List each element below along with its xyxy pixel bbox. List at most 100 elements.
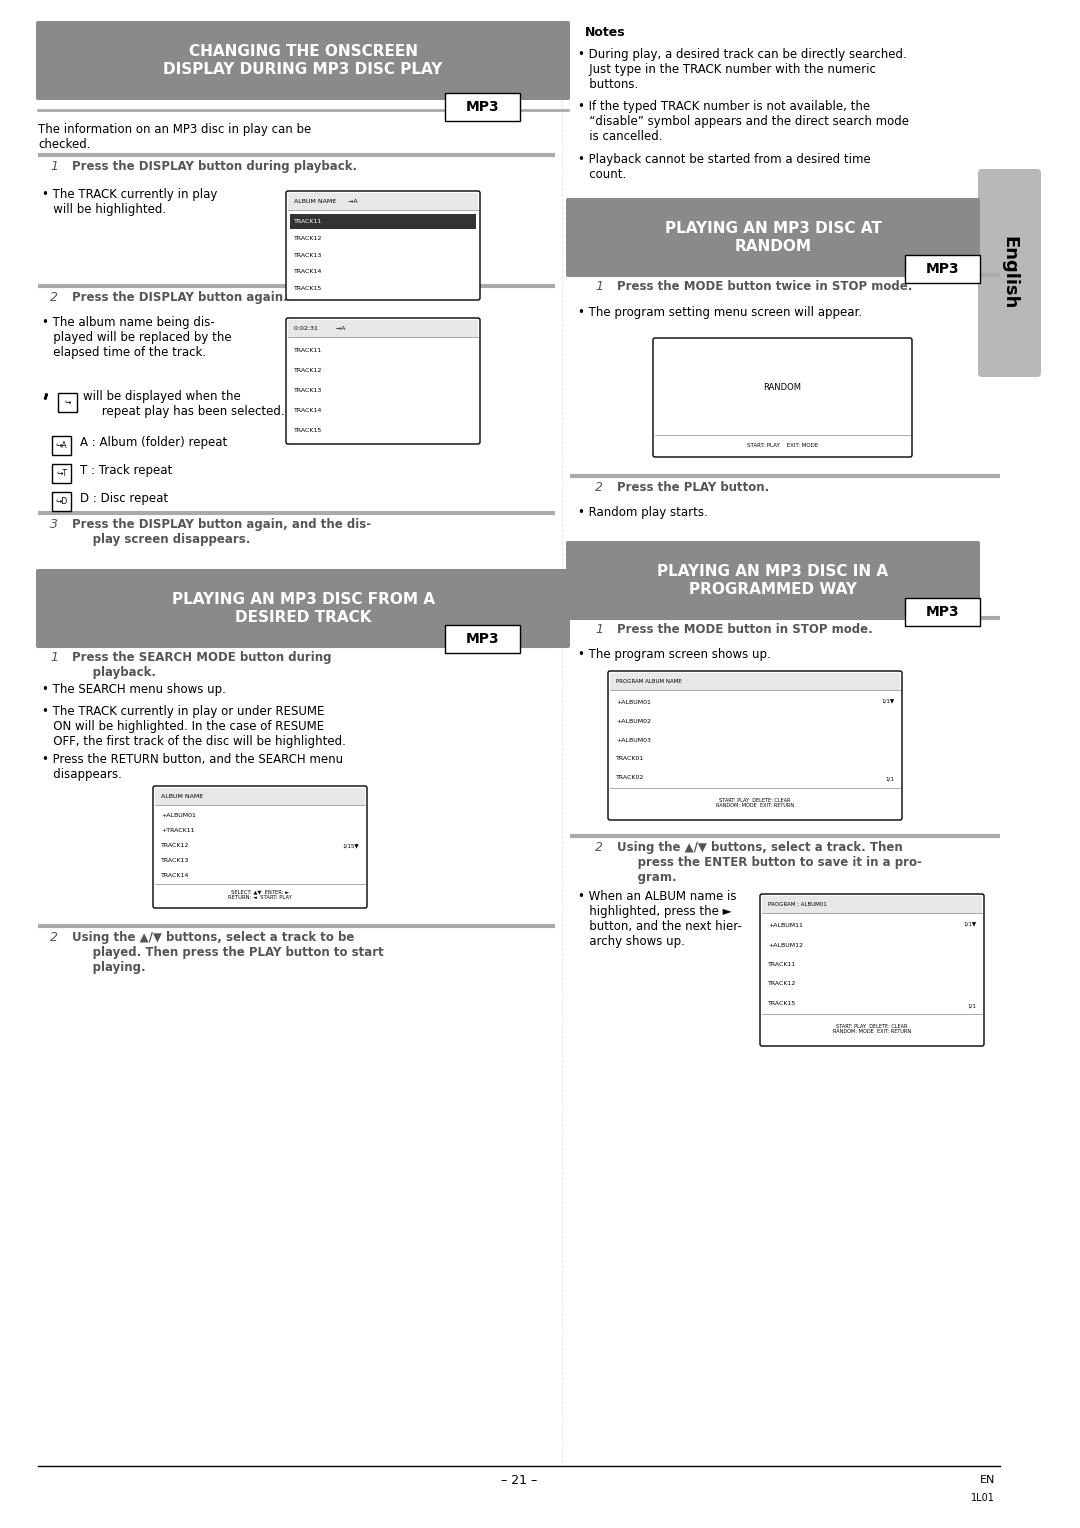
Text: Press the PLAY button.: Press the PLAY button. (617, 481, 769, 494)
Text: – 21 –: – 21 – (501, 1473, 537, 1487)
Text: TRACK11: TRACK11 (294, 347, 322, 353)
Text: English: English (1000, 237, 1018, 310)
Text: will be displayed when the
     repeat play has been selected.: will be displayed when the repeat play h… (83, 390, 285, 419)
Text: PROGRAM : ALBUM01: PROGRAM : ALBUM01 (768, 902, 827, 908)
Text: • If the typed TRACK number is not available, the
   “disable” symbol appears an: • If the typed TRACK number is not avail… (578, 99, 909, 144)
Text: CHANGING THE ONSCREEN
DISPLAY DURING MP3 DISC PLAY: CHANGING THE ONSCREEN DISPLAY DURING MP3… (163, 44, 443, 76)
Text: START: PLAY  DELETE: CLEAR
RANDOM: MODE  EXIT: RETURN: START: PLAY DELETE: CLEAR RANDOM: MODE E… (716, 798, 794, 808)
Text: MP3: MP3 (465, 633, 499, 646)
Text: TRACK12: TRACK12 (768, 981, 796, 987)
Text: A : Album (folder) repeat: A : Album (folder) repeat (80, 435, 227, 449)
Bar (52, 492, 71, 510)
Text: 2: 2 (595, 840, 603, 854)
Text: 1: 1 (50, 160, 58, 173)
FancyBboxPatch shape (36, 568, 570, 648)
Text: +ALBUM12: +ALBUM12 (768, 943, 804, 947)
Text: PLAYING AN MP3 DISC IN A
PROGRAMMED WAY: PLAYING AN MP3 DISC IN A PROGRAMMED WAY (658, 564, 889, 597)
Text: START: PLAY  DELETE: CLEAR
RANDOM: MODE  EXIT: RETURN: START: PLAY DELETE: CLEAR RANDOM: MODE E… (833, 1024, 912, 1034)
Text: SELECT: ▲▼  ENTER: ►
RETURN: ◄  START: PLAY: SELECT: ▲▼ ENTER: ► RETURN: ◄ START: PLA… (228, 889, 292, 900)
Text: • The program screen shows up.: • The program screen shows up. (578, 648, 771, 662)
Text: MP3: MP3 (926, 261, 959, 277)
Text: +ALBUM01: +ALBUM01 (161, 813, 195, 817)
Bar (905, 597, 980, 626)
Text: TRACK14: TRACK14 (294, 408, 322, 413)
Text: •: • (42, 390, 49, 403)
Text: 2: 2 (50, 931, 58, 944)
Text: Press the MODE button twice in STOP mode.: Press the MODE button twice in STOP mode… (617, 280, 913, 293)
Bar (762, 895, 982, 914)
Text: START: PLAY    EXIT: MODE: START: PLAY EXIT: MODE (747, 443, 819, 448)
Text: • During play, a desired track can be directly searched.
   Just type in the TRA: • During play, a desired track can be di… (578, 47, 907, 92)
Text: EN: EN (980, 1475, 995, 1485)
Text: TRACK12: TRACK12 (161, 843, 189, 848)
Text: TRACK15: TRACK15 (294, 286, 322, 292)
Text: The information on an MP3 disc in play can be
checked.: The information on an MP3 disc in play c… (38, 122, 311, 151)
Bar (445, 625, 519, 652)
Text: TRACK13: TRACK13 (294, 252, 322, 258)
Text: Notes: Notes (585, 26, 625, 40)
Text: PLAYING AN MP3 DISC AT
RANDOM: PLAYING AN MP3 DISC AT RANDOM (664, 222, 881, 254)
Text: Press the MODE button in STOP mode.: Press the MODE button in STOP mode. (617, 623, 873, 636)
Bar (610, 672, 900, 691)
Bar (52, 435, 71, 455)
FancyBboxPatch shape (36, 21, 570, 99)
Text: TRACK15: TRACK15 (294, 428, 322, 434)
Text: 1: 1 (50, 651, 58, 665)
Text: Press the SEARCH MODE button during
     playback.: Press the SEARCH MODE button during play… (72, 651, 332, 678)
Text: +ALBUM03: +ALBUM03 (616, 738, 651, 743)
Text: TRACK14: TRACK14 (294, 269, 322, 275)
Text: RANDOM: RANDOM (764, 384, 801, 393)
Bar (288, 319, 478, 338)
Bar (905, 255, 980, 283)
Text: • The TRACK currently in play
   will be highlighted.: • The TRACK currently in play will be hi… (42, 188, 217, 215)
Bar (445, 93, 519, 121)
Text: 1L01: 1L01 (971, 1493, 995, 1504)
Text: MP3: MP3 (926, 605, 959, 619)
Text: 0:02:31         →A: 0:02:31 →A (294, 325, 346, 332)
Text: TRACK02: TRACK02 (616, 775, 645, 781)
FancyBboxPatch shape (760, 894, 984, 1047)
Bar (52, 465, 71, 483)
Text: • The TRACK currently in play or under RESUME
   ON will be highlighted. In the : • The TRACK currently in play or under R… (42, 704, 346, 749)
Text: 2: 2 (50, 290, 58, 304)
Text: +TRACK11: +TRACK11 (161, 828, 194, 833)
Text: ↪: ↪ (65, 397, 70, 406)
Text: 1/1▼: 1/1▼ (963, 921, 976, 926)
Text: Using the ▲/▼ buttons, select a track to be
     played. Then press the PLAY but: Using the ▲/▼ buttons, select a track to… (72, 931, 383, 973)
Text: • When an ALBUM name is
   highlighted, press the ►
   button, and the next hier: • When an ALBUM name is highlighted, pre… (578, 889, 742, 947)
Bar (58, 393, 77, 413)
Text: 2: 2 (595, 481, 603, 494)
Text: TRACK01: TRACK01 (616, 756, 645, 761)
Text: Press the DISPLAY button again, and the dis-
     play screen disappears.: Press the DISPLAY button again, and the … (72, 518, 372, 545)
FancyBboxPatch shape (653, 338, 912, 457)
Text: Press the DISPLAY button during playback.: Press the DISPLAY button during playback… (72, 160, 357, 173)
Text: Press the DISPLAY button again.: Press the DISPLAY button again. (72, 290, 287, 304)
Text: Using the ▲/▼ buttons, select a track. Then
     press the ENTER button to save : Using the ▲/▼ buttons, select a track. T… (617, 840, 922, 885)
Bar (288, 193, 478, 209)
Text: ALBUM NAME      →A: ALBUM NAME →A (294, 199, 357, 205)
Text: • The program setting menu screen will appear.: • The program setting menu screen will a… (578, 306, 862, 319)
Text: 3: 3 (50, 518, 58, 532)
Text: 1: 1 (595, 623, 603, 636)
Text: T : Track repeat: T : Track repeat (80, 465, 172, 477)
Text: TRACK11: TRACK11 (294, 219, 322, 225)
Text: PLAYING AN MP3 DISC FROM A
DESIRED TRACK: PLAYING AN MP3 DISC FROM A DESIRED TRACK (172, 593, 434, 625)
Text: TRACK12: TRACK12 (294, 235, 322, 241)
Text: +ALBUM11: +ALBUM11 (768, 923, 802, 927)
Text: TRACK11: TRACK11 (768, 963, 796, 967)
FancyBboxPatch shape (153, 785, 367, 908)
Text: TRACK15: TRACK15 (768, 1001, 796, 1005)
Text: • Random play starts.: • Random play starts. (578, 506, 707, 520)
Text: ↪A: ↪A (56, 442, 67, 451)
Text: 1/1: 1/1 (886, 778, 894, 782)
Text: D : Disc repeat: D : Disc repeat (80, 492, 168, 504)
Text: TRACK13: TRACK13 (161, 859, 189, 863)
Text: • The album name being dis-
   played will be replaced by the
   elapsed time of: • The album name being dis- played will … (42, 316, 231, 359)
Text: +ALBUM02: +ALBUM02 (616, 718, 651, 724)
Text: • Press the RETURN button, and the SEARCH menu
   disappears.: • Press the RETURN button, and the SEARC… (42, 753, 343, 781)
Text: • The SEARCH menu shows up.: • The SEARCH menu shows up. (42, 683, 226, 695)
FancyBboxPatch shape (286, 191, 480, 299)
Text: 1/1▼: 1/1▼ (881, 698, 894, 703)
Text: 1: 1 (595, 280, 603, 293)
Text: ↪D: ↪D (55, 497, 68, 506)
